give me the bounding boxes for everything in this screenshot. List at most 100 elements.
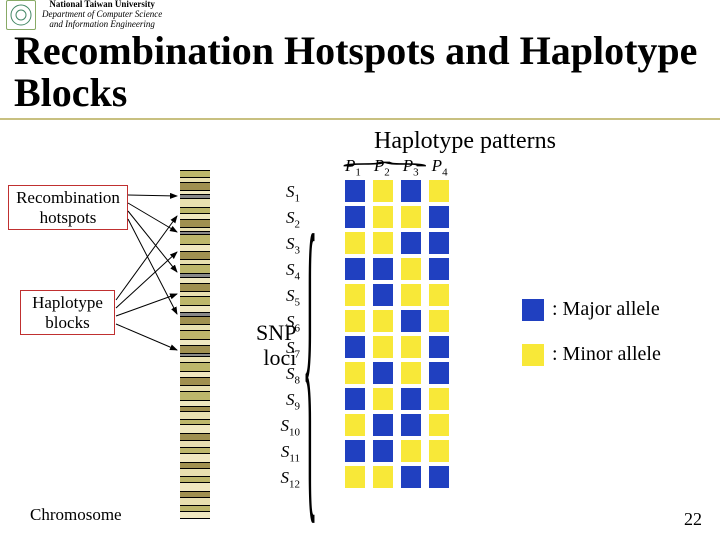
chromosome-diagram	[180, 170, 210, 520]
chromosome-band	[180, 207, 210, 214]
allele-cell	[373, 388, 393, 410]
locus-label: S4	[286, 260, 300, 282]
allele-cell	[429, 206, 449, 228]
allele-cell	[345, 310, 365, 332]
chromosome-band	[180, 283, 210, 291]
allele-cell	[373, 232, 393, 254]
allele-cell	[429, 180, 449, 202]
blocks-line2: blocks	[25, 313, 110, 333]
blocks-line1: Haplotype	[25, 293, 110, 313]
chromosome-band	[180, 491, 210, 498]
grid-row	[345, 232, 449, 254]
allele-cell	[345, 206, 365, 228]
allele-cell	[373, 362, 393, 384]
allele-cell	[401, 440, 421, 462]
allele-cell	[373, 180, 393, 202]
allele-cell	[401, 362, 421, 384]
allele-cell	[429, 414, 449, 436]
allele-cell	[429, 362, 449, 384]
allele-cell	[373, 284, 393, 306]
allele-cell	[401, 466, 421, 488]
chromosome-band	[180, 277, 210, 284]
allele-cell	[401, 336, 421, 358]
allele-cell	[345, 180, 365, 202]
subtitle: Haplotype patterns	[300, 128, 630, 155]
chromosome-band	[180, 377, 210, 385]
allele-cell	[345, 414, 365, 436]
allele-cell	[429, 258, 449, 280]
pattern-label: P2	[374, 156, 390, 178]
allele-cell	[429, 388, 449, 410]
allele-cell	[373, 336, 393, 358]
chromosome-band	[180, 316, 210, 324]
allele-cell	[373, 206, 393, 228]
grid-row	[345, 388, 449, 410]
allele-cell	[429, 466, 449, 488]
allele-cell	[401, 258, 421, 280]
allele-cell	[401, 206, 421, 228]
pattern-label: P4	[432, 156, 448, 178]
locus-label: S10	[281, 416, 301, 438]
locus-label: S9	[286, 390, 300, 412]
allele-cell	[401, 388, 421, 410]
chromosome-label: Chromosome	[30, 505, 122, 525]
grid-row	[345, 258, 449, 280]
recombination-hotspots-label: Recombination hotspots	[8, 185, 128, 230]
major-allele-swatch	[522, 299, 544, 321]
chromosome-band	[180, 453, 210, 462]
chromosome-band	[180, 482, 210, 491]
hotspots-line2: hotspots	[13, 208, 123, 228]
allele-cell	[345, 258, 365, 280]
locus-label: S1	[286, 182, 300, 204]
allele-cell	[401, 284, 421, 306]
chromosome-band	[180, 462, 210, 469]
locus-label: S7	[286, 338, 300, 360]
chromosome-band	[180, 468, 210, 476]
chromosome-band	[180, 182, 210, 190]
grid-row	[345, 440, 449, 462]
legend-major: : Major allele	[522, 298, 661, 321]
locus-label: S11	[281, 442, 300, 464]
locus-label: S8	[286, 364, 300, 386]
chromosome-band	[180, 339, 210, 346]
chromosome-band	[180, 198, 210, 207]
allele-cell	[429, 310, 449, 332]
chromosome-band	[180, 244, 210, 251]
allele-cell	[345, 388, 365, 410]
locus-label: S5	[286, 286, 300, 308]
university-logo-icon	[6, 0, 36, 30]
grid-row	[345, 336, 449, 358]
grid-row	[345, 284, 449, 306]
grid-row	[345, 362, 449, 384]
chromosome-band	[180, 170, 210, 177]
locus-label: S2	[286, 208, 300, 230]
chromosome-band	[180, 424, 210, 433]
locus-label: S12	[281, 468, 301, 490]
grid-row	[345, 180, 449, 202]
allele-cell	[373, 310, 393, 332]
allele-cell	[401, 414, 421, 436]
legend: : Major allele : Minor allele	[522, 298, 661, 388]
locus-label: S6	[286, 312, 300, 334]
allele-cell	[345, 284, 365, 306]
allele-cell	[373, 440, 393, 462]
chromosome-band	[180, 400, 210, 407]
allele-cell	[345, 336, 365, 358]
allele-cell	[401, 232, 421, 254]
allele-cell	[345, 232, 365, 254]
allele-cell	[373, 466, 393, 488]
pattern-label: P3	[403, 156, 419, 178]
chromosome-band	[180, 362, 210, 371]
allele-cell	[345, 466, 365, 488]
allele-cell	[429, 440, 449, 462]
chromosome-band	[180, 371, 210, 378]
grid-row	[345, 206, 449, 228]
chromosome-band	[180, 234, 210, 244]
grid-row	[345, 414, 449, 436]
allele-cell	[345, 362, 365, 384]
chromosome-band	[180, 511, 210, 520]
allele-grid	[345, 180, 449, 488]
slide-header: National Taiwan University Department of…	[0, 0, 720, 30]
chromosome-band	[180, 391, 210, 400]
chromosome-band	[180, 345, 210, 353]
